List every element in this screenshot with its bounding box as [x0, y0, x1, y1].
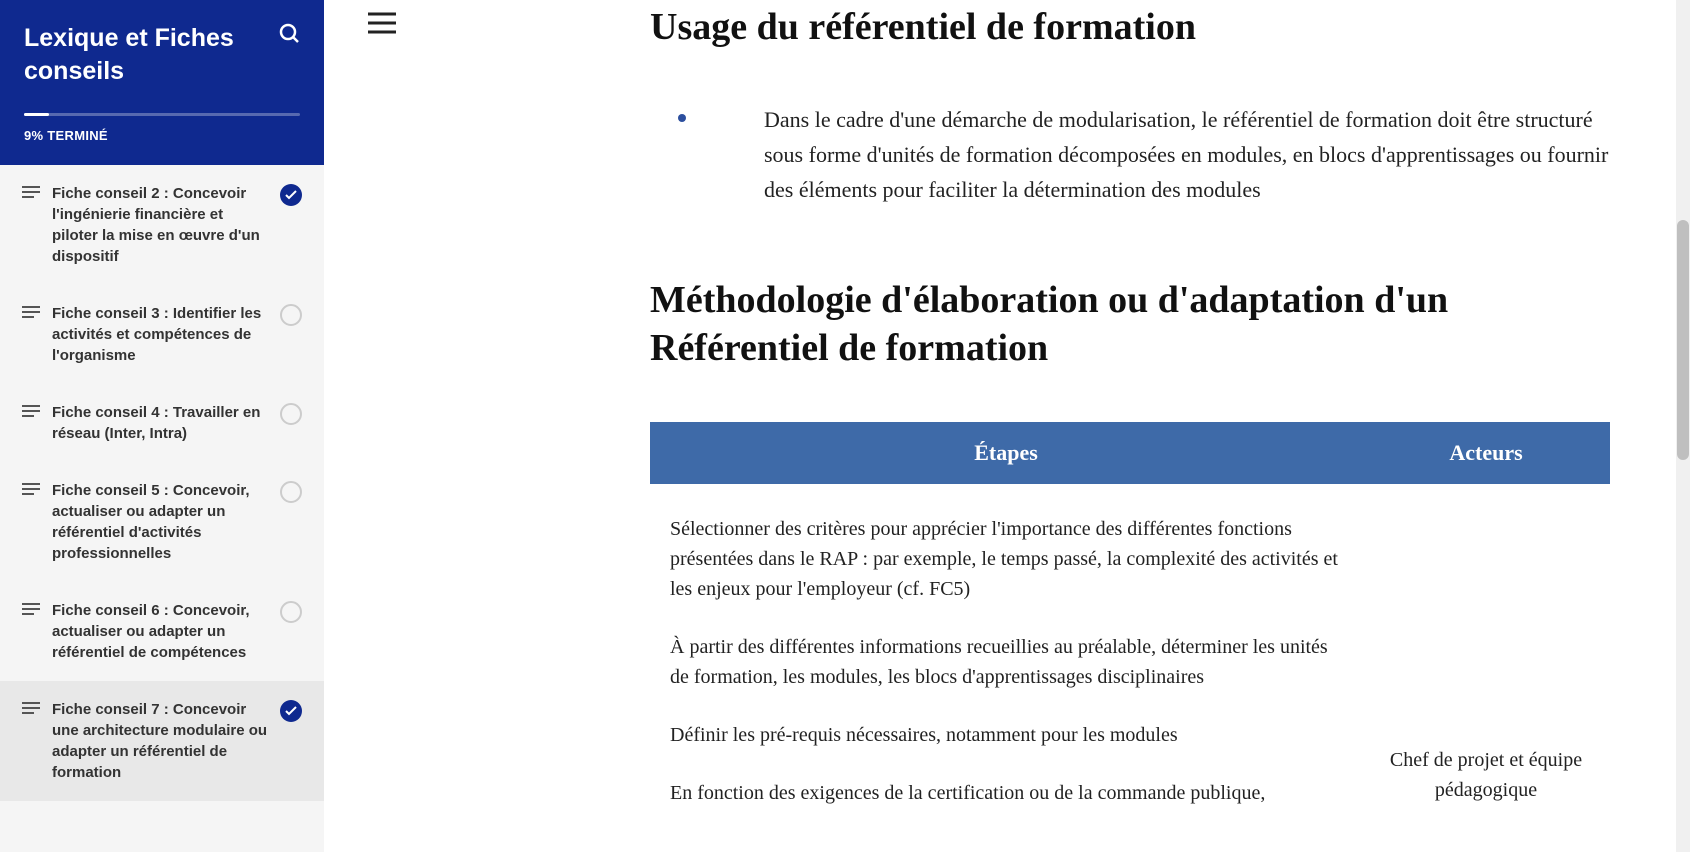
hamburger-button[interactable] — [368, 12, 396, 39]
step-paragraph: À partir des différentes informations re… — [670, 632, 1342, 692]
list-icon — [22, 701, 40, 720]
progress-bar — [24, 113, 300, 116]
step-paragraph: Définir les pré-requis nécessaires, nota… — [670, 720, 1342, 750]
section-heading-methodology: Méthodologie d'élaboration ou d'adaptati… — [650, 277, 1610, 372]
list-icon — [22, 602, 40, 621]
list-icon — [22, 185, 40, 204]
table-header-steps: Étapes — [650, 422, 1362, 484]
progress-label: 9% TERMINÉ — [24, 128, 300, 143]
sidebar-header: Lexique et Fiches conseils 9% TERMINÉ — [0, 0, 324, 165]
search-button[interactable] — [278, 22, 302, 49]
hamburger-icon — [368, 12, 396, 34]
sidebar-title: Lexique et Fiches conseils — [24, 22, 300, 87]
section-heading-usage: Usage du référentiel de formation — [650, 4, 1610, 52]
sidebar-item-label: Fiche conseil 5 : Concevoir, actualiser … — [52, 480, 280, 564]
sidebar-item-fiche-6[interactable]: Fiche conseil 6 : Concevoir, actualiser … — [0, 582, 324, 681]
list-icon — [22, 482, 40, 501]
sidebar: Lexique et Fiches conseils 9% TERMINÉ Fi… — [0, 0, 324, 852]
methodology-table: Étapes Acteurs Sélectionner des critères… — [650, 422, 1610, 848]
step-paragraph: En fonction des exigences de la certific… — [670, 778, 1342, 808]
sidebar-item-fiche-3[interactable]: Fiche conseil 3 : Identifier les activit… — [0, 285, 324, 384]
status-empty-icon — [280, 304, 302, 326]
status-done-icon — [280, 184, 302, 206]
step-paragraph: Sélectionner des critères pour apprécier… — [670, 514, 1342, 604]
steps-cell: Sélectionner des critères pour apprécier… — [650, 484, 1362, 848]
sidebar-item-fiche-5[interactable]: Fiche conseil 5 : Concevoir, actualiser … — [0, 462, 324, 582]
progress-section: 9% TERMINÉ — [24, 113, 300, 143]
bullet-list: Dans le cadre d'une démarche de modulari… — [678, 102, 1610, 208]
sidebar-item-label: Fiche conseil 7 : Concevoir une architec… — [52, 699, 280, 783]
sidebar-item-fiche-2[interactable]: Fiche conseil 2 : Concevoir l'ingénierie… — [0, 165, 324, 285]
status-empty-icon — [280, 481, 302, 503]
progress-fill — [24, 113, 49, 116]
sidebar-item-fiche-4[interactable]: Fiche conseil 4 : Travailler en réseau (… — [0, 384, 324, 462]
table-row: Sélectionner des critères pour apprécier… — [650, 484, 1610, 848]
sidebar-item-fiche-7[interactable]: Fiche conseil 7 : Concevoir une architec… — [0, 681, 324, 801]
actors-cell: Chef de projet et équipe pédagogique — [1362, 484, 1610, 848]
status-empty-icon — [280, 403, 302, 425]
page-scrollbar[interactable] — [1676, 0, 1690, 852]
page-scrollbar-thumb[interactable] — [1677, 220, 1689, 460]
status-done-icon — [280, 700, 302, 722]
search-icon — [278, 22, 302, 46]
sidebar-item-label: Fiche conseil 3 : Identifier les activit… — [52, 303, 280, 366]
bullet-item: Dans le cadre d'une démarche de modulari… — [678, 102, 1610, 208]
main-content: Usage du référentiel de formation Dans l… — [650, 0, 1610, 848]
list-icon — [22, 404, 40, 423]
sidebar-list[interactable]: Fiche conseil 2 : Concevoir l'ingénierie… — [0, 165, 324, 852]
sidebar-item-label: Fiche conseil 4 : Travailler en réseau (… — [52, 402, 280, 444]
status-empty-icon — [280, 601, 302, 623]
table-header-actors: Acteurs — [1362, 422, 1610, 484]
sidebar-item-label: Fiche conseil 2 : Concevoir l'ingénierie… — [52, 183, 280, 267]
list-icon — [22, 305, 40, 324]
bullet-text: Dans le cadre d'une démarche de modulari… — [764, 102, 1610, 208]
bullet-dot-icon — [678, 114, 686, 122]
sidebar-item-label: Fiche conseil 6 : Concevoir, actualiser … — [52, 600, 280, 663]
